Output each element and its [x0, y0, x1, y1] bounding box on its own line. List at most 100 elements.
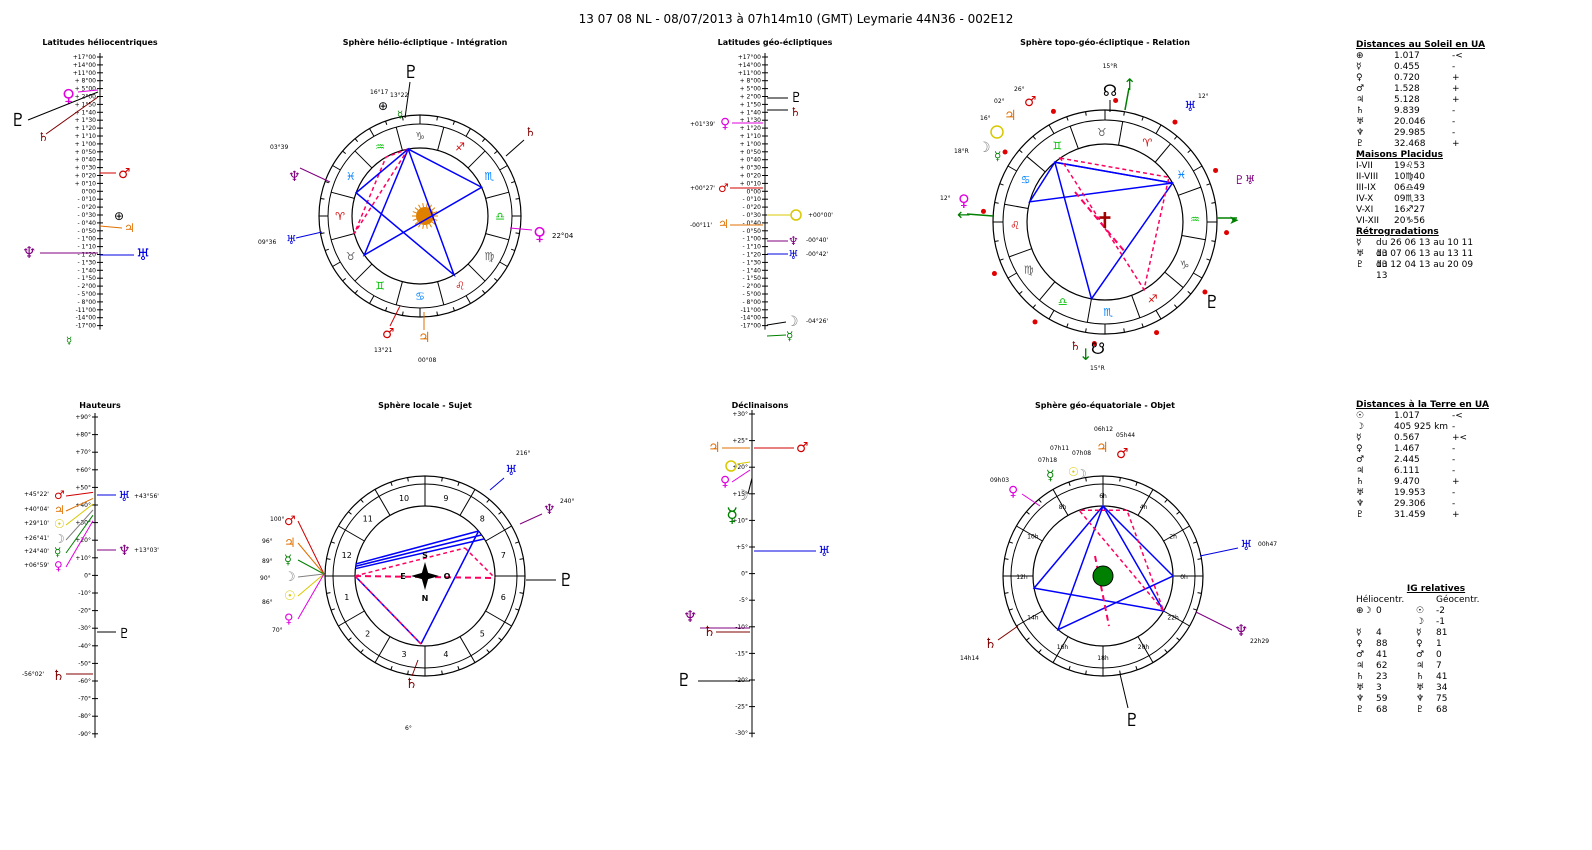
dist-terre-list: ☉ 1.017 -< ☽ 405 925 km - ☿ 0.567 +< ♀ 1.467- ♂ 2.44…	[1356, 411, 1516, 521]
helio-wheel-divider	[354, 150, 373, 169]
locale-wheel-tick	[470, 655, 476, 663]
helio-wheel-tick	[452, 120, 456, 126]
spacer	[1396, 628, 1416, 639]
helio-wheel-tick	[369, 128, 375, 137]
lat-geo-scale-tick-label: - 0°40	[742, 220, 761, 227]
house-cusp-dot	[1154, 330, 1160, 336]
planet-symbol: ♆	[1356, 499, 1365, 509]
locale-wheel-tick	[338, 621, 346, 627]
planet-symbol: ♅	[1356, 249, 1365, 259]
saturn-icon: ♄	[38, 130, 49, 144]
hauteurs-scale-tick-label: +90°	[75, 414, 91, 421]
house-number: 7	[501, 551, 506, 560]
lat-helio-scale-tick-label: + 0°40	[75, 157, 97, 164]
jupiter-icon: ♃	[708, 440, 721, 456]
topo-wheel-tick	[1211, 202, 1216, 204]
equat-wheel-tick	[1068, 666, 1071, 671]
info-panel-top: Distances au Soleil en UA ⊕ 1.017 -< ☿ 0.455…	[1356, 40, 1516, 281]
helio-wheel-tick	[354, 138, 359, 143]
helio-wheel-tick	[384, 306, 388, 312]
locale-wheel-tick	[330, 541, 335, 544]
helio-symbol: ♂	[1356, 650, 1365, 660]
helio-symbol: ♅	[1356, 683, 1365, 693]
distance-value: 9.470	[1394, 477, 1420, 487]
lat-helio-scale-tick-label: - 0°10	[77, 196, 96, 203]
house-number: 2	[365, 629, 370, 638]
helio-wheel-tick	[324, 248, 330, 252]
moon-leader	[766, 321, 787, 326]
sun-ray	[412, 211, 417, 214]
lat-helio-scale-tick-label: + 1°10	[75, 133, 97, 140]
topo-wheel-tick	[1048, 124, 1055, 134]
venus-leader	[297, 573, 325, 620]
dist-terre-row: ♇ 31.459 +	[1356, 510, 1516, 521]
locale-wheel-tick	[504, 525, 512, 531]
zodiac-sign-icon: ♌	[1010, 219, 1020, 232]
ig-row: ☿ 4 ☿ 81	[1356, 628, 1516, 639]
helio-wheel-divider	[331, 191, 355, 199]
lat-helio-scale-tick-label: + 1°00	[75, 141, 97, 148]
neptune-icon: ♆	[1234, 621, 1248, 640]
locale-mercure-label: 89°	[262, 558, 273, 565]
helio-wheel-tick	[401, 311, 404, 316]
maison-row: II-VIII 10♍40	[1356, 172, 1516, 183]
helio-wheel-tick	[499, 261, 508, 267]
asc-axis	[966, 213, 994, 217]
geo-value: 75	[1436, 694, 1448, 704]
neptune-leader	[299, 167, 331, 183]
sun-ray	[431, 207, 436, 211]
house-axis: VI-XII	[1356, 216, 1380, 226]
sun-icon	[790, 209, 802, 221]
hauteurs-scale-tick-label: +30°	[75, 520, 91, 527]
zodiac-sign-icon: ♉	[1097, 126, 1107, 139]
helio-terre-label: 13°22	[390, 92, 408, 99]
lat-helio-scale-tick-label: - 0°40	[77, 220, 96, 227]
geo-symbol: ☽	[1416, 617, 1425, 627]
neptune-icon: ♆	[288, 169, 301, 185]
locale-wheel-tick	[470, 489, 476, 497]
mars-leader	[389, 305, 401, 327]
planet-symbol: ♇	[1356, 260, 1365, 270]
lat-helio-scale-tick-label: - 1°10	[77, 244, 96, 251]
helio-wheel-tick	[493, 277, 498, 282]
saturn-leader	[411, 659, 419, 677]
mercure-icon: ☿	[284, 553, 292, 568]
spacer	[1396, 617, 1416, 628]
planet-symbol: ♆	[1356, 128, 1365, 138]
planet-symbol: ♂	[1356, 84, 1365, 94]
helio-value: 59	[1376, 694, 1388, 704]
title-sphere-locale: Sphère locale - Sujet	[378, 401, 472, 410]
topo-wheel-tick	[1141, 116, 1144, 121]
hauteur-saturne-label: -56°02'	[22, 671, 44, 678]
uranus-icon: ♅	[505, 463, 518, 479]
lat-geo-scale-tick-label: - 0°10	[742, 196, 761, 203]
equat-wheel-tick	[1197, 592, 1202, 594]
geo-neptune-label: -00°40'	[806, 237, 828, 244]
sun-ray	[426, 224, 428, 229]
lat-helio-scale-tick-label: - 8°00	[77, 299, 96, 306]
retro-title: Rétrogradations	[1356, 227, 1439, 237]
house-axis: IV-X	[1356, 194, 1374, 204]
helio-wheel-tick	[510, 248, 516, 252]
soleil-leader	[65, 503, 94, 526]
equat-wheel-tick	[1119, 477, 1121, 482]
zodiac-sign-icon: ♐	[1148, 292, 1158, 305]
equat-wheel-tick	[1193, 608, 1198, 611]
sun-icon	[416, 207, 434, 225]
ig-row: ♇ 68 ♇ 68	[1356, 705, 1516, 716]
helio-venus-label: 22°04	[552, 232, 574, 240]
retro-row: ☿ du 26 06 13 au 10 11 13	[1356, 238, 1516, 259]
mercury-icon: ☿	[66, 336, 72, 347]
zodiac-sign-icon: ♊	[1052, 140, 1062, 153]
planet-symbol: ☽	[1356, 422, 1365, 432]
lat-geo-scale-tick-label: - 1°10	[742, 244, 761, 251]
planet-symbol: ♃	[1356, 95, 1365, 105]
topo-wheel-tick	[1048, 310, 1055, 320]
topo-venus-label: 12°	[940, 195, 951, 202]
topo-mars-label: 26°	[1014, 86, 1025, 93]
lat-geo-scale-tick-label: + 0°10	[740, 180, 762, 187]
topo-wheel-tick	[1032, 304, 1036, 309]
locale-wheel-tick	[360, 499, 364, 503]
house-number: 4	[443, 650, 448, 659]
decl-scale-tick-label: +5°	[736, 544, 748, 551]
